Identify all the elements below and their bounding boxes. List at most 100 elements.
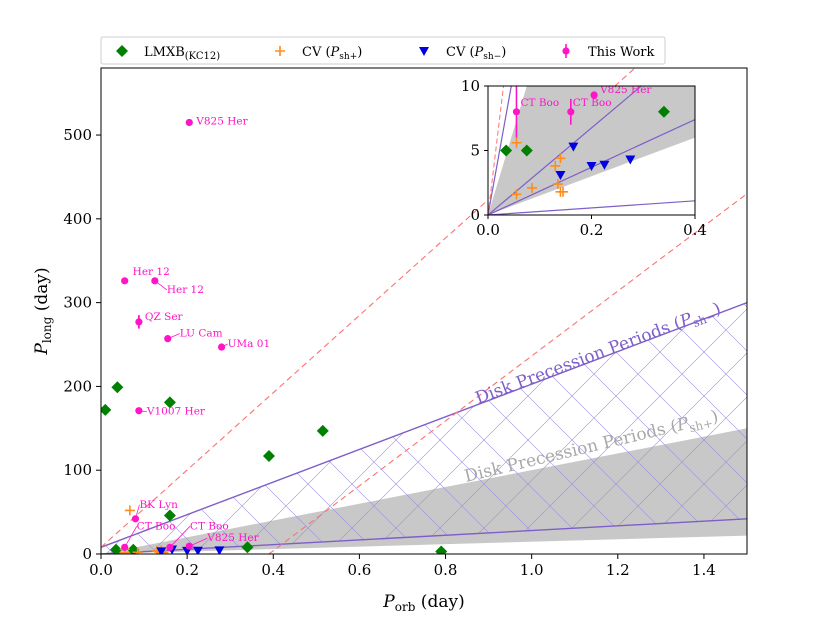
inset-plus-point xyxy=(552,179,563,190)
inset-y-tick-label: 5 xyxy=(470,142,480,160)
diamond-point xyxy=(316,424,329,437)
this-work-point xyxy=(151,277,159,285)
inset-regions xyxy=(488,86,695,215)
inset-y-ticks: 0 5 10 xyxy=(461,77,488,224)
legend-label: LMXB(KC12) xyxy=(144,45,220,62)
inset-annotation: V825 Her xyxy=(599,84,652,96)
this-work-label: BK Lyn xyxy=(139,499,178,511)
inset-diamond-point xyxy=(657,105,670,118)
diamond-point xyxy=(262,449,275,462)
x-tick-label: 1.4 xyxy=(692,561,716,579)
legend-label: This Work xyxy=(588,45,655,60)
inset-triangle-down-point xyxy=(625,155,636,165)
data-points xyxy=(101,118,448,554)
inset-plus-point xyxy=(558,186,569,197)
inset-plus-point xyxy=(511,189,522,200)
legend-label: CV (Psh+) xyxy=(302,45,362,62)
label-leader xyxy=(221,343,228,348)
plus-point xyxy=(124,505,135,516)
inset-lower-boundary xyxy=(488,200,695,215)
x-tick-label: 1.0 xyxy=(520,561,544,579)
this-work-point xyxy=(121,277,129,285)
inset-annotation: CT Boo xyxy=(520,97,559,109)
diamond-point xyxy=(111,381,124,394)
this-work-point xyxy=(135,407,143,415)
diamond-point xyxy=(435,545,448,554)
this-work-point xyxy=(135,318,143,326)
inset-x-tick-label: 0.0 xyxy=(476,221,500,239)
inset-upper-boundary xyxy=(488,86,643,215)
main-plot: V825 Her Her 12 Her 12 QZ Ser LU Cam UMa 01 V1… xyxy=(32,67,748,614)
legend-plus-marker xyxy=(275,46,285,56)
label-leader xyxy=(167,333,180,340)
diamond-point xyxy=(163,509,176,522)
y-tick-label: 100 xyxy=(63,461,92,479)
label-leader xyxy=(169,526,191,548)
diamond-point xyxy=(110,543,123,554)
y-tick-label: 200 xyxy=(63,377,92,395)
x-tick-label: 0.0 xyxy=(89,561,113,579)
x-tick-label: 0.6 xyxy=(347,561,371,579)
y-tick-label: 500 xyxy=(63,126,92,144)
this-work-label: UMa 01 xyxy=(228,338,271,350)
triangle-down-point xyxy=(156,547,167,554)
x-tick-label: 1.2 xyxy=(606,561,630,579)
legend: LMXB(KC12) CV (Psh+) CV (Psh−) This Work xyxy=(100,36,666,65)
lower-boundary-line xyxy=(101,518,747,554)
label-leader xyxy=(189,537,208,547)
inset-plus-point xyxy=(550,160,561,171)
this-work-label: V825 Her xyxy=(195,115,248,127)
y-axis-label: Plong (day) xyxy=(32,267,54,355)
x-tick-label: 0.8 xyxy=(434,561,458,579)
label-leader xyxy=(124,526,138,548)
x-axis-label: Porb (day) xyxy=(382,592,464,614)
inset-triangle-down-point xyxy=(586,161,597,171)
label-leader xyxy=(135,504,140,519)
inset-triangle-down-point xyxy=(599,160,610,170)
inset-triangle-down-point xyxy=(568,142,579,152)
this-work-label: CT Boo xyxy=(190,520,229,532)
inset-data-points xyxy=(500,86,670,200)
inset-plus-point xyxy=(511,137,522,148)
inset-y-tick-label: 0 xyxy=(470,206,480,224)
this-work-label: LU Cam xyxy=(180,328,223,340)
inset-plus-point xyxy=(555,153,566,164)
legend-triangle-down-marker xyxy=(419,47,429,56)
diamond-point xyxy=(241,541,254,554)
diagonal-dashed-line xyxy=(101,68,636,548)
inset-plus-point xyxy=(526,182,537,193)
point-labels: V825 Her Her 12 Her 12 QZ Ser LU Cam UMa 01 V1… xyxy=(124,115,271,548)
inset-this-work-point xyxy=(590,91,598,99)
upper-boundary-line xyxy=(101,301,747,548)
x-axis-ticks: 0.0 0.2 0.4 0.6 0.8 1.0 1.2 1.4 xyxy=(89,554,716,579)
main-axes-frame xyxy=(100,67,748,555)
inset-this-work-point xyxy=(567,108,575,116)
this-work-label: V825 Her xyxy=(206,532,259,544)
this-work-label: QZ Ser xyxy=(145,311,184,323)
precession-regions xyxy=(101,302,747,554)
inset-diamond-point xyxy=(500,144,513,157)
this-work-label: V1007 Her xyxy=(146,406,206,418)
inset-dashed-line xyxy=(488,86,505,215)
diamond-point xyxy=(101,403,112,416)
this-work-point xyxy=(185,542,193,550)
this-work-point xyxy=(121,543,129,551)
this-work-label: CT Boo xyxy=(137,520,176,532)
inset-this-work-point xyxy=(512,108,521,116)
x-tick-label: 0.2 xyxy=(175,561,199,579)
inset-x-tick-label: 0.2 xyxy=(580,221,604,239)
inset-y-tick-label: 10 xyxy=(461,77,480,95)
diamond-point xyxy=(163,396,176,409)
y-tick-label: 0 xyxy=(82,545,92,563)
legend-frame xyxy=(100,36,666,65)
inset-triangle-down-point xyxy=(555,171,566,181)
plus-point xyxy=(132,547,143,554)
triangle-down-point xyxy=(214,546,225,554)
hatched-sh-minus-band xyxy=(101,302,747,554)
y-axis-ticks: 0 100 200 300 400 500 xyxy=(63,126,101,563)
legend-this-work-marker xyxy=(562,47,570,55)
legend-label: CV (Psh−) xyxy=(446,45,506,62)
